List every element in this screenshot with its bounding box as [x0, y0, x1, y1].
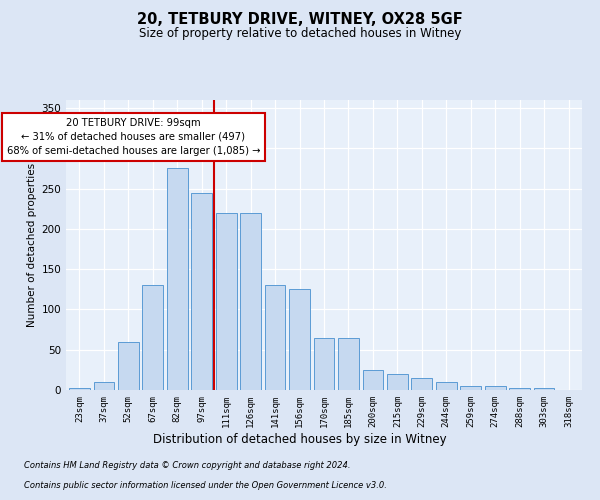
- Bar: [167, 168, 188, 390]
- Bar: [338, 338, 359, 390]
- Bar: [69, 388, 90, 390]
- Bar: [436, 382, 457, 390]
- Text: Size of property relative to detached houses in Witney: Size of property relative to detached ho…: [139, 28, 461, 40]
- Bar: [485, 386, 506, 390]
- Bar: [509, 388, 530, 390]
- Bar: [534, 388, 554, 390]
- Bar: [191, 192, 212, 390]
- Text: 20 TETBURY DRIVE: 99sqm
← 31% of detached houses are smaller (497)
68% of semi-d: 20 TETBURY DRIVE: 99sqm ← 31% of detache…: [7, 118, 260, 156]
- Bar: [362, 370, 383, 390]
- Text: 20, TETBURY DRIVE, WITNEY, OX28 5GF: 20, TETBURY DRIVE, WITNEY, OX28 5GF: [137, 12, 463, 28]
- Bar: [118, 342, 139, 390]
- Bar: [94, 382, 114, 390]
- Bar: [412, 378, 432, 390]
- Text: Distribution of detached houses by size in Witney: Distribution of detached houses by size …: [153, 432, 447, 446]
- Bar: [142, 286, 163, 390]
- Bar: [265, 286, 286, 390]
- Bar: [240, 213, 261, 390]
- Bar: [387, 374, 408, 390]
- Bar: [289, 290, 310, 390]
- Bar: [314, 338, 334, 390]
- Bar: [216, 213, 236, 390]
- Text: Contains public sector information licensed under the Open Government Licence v3: Contains public sector information licen…: [24, 481, 387, 490]
- Text: Contains HM Land Registry data © Crown copyright and database right 2024.: Contains HM Land Registry data © Crown c…: [24, 461, 350, 470]
- Y-axis label: Number of detached properties: Number of detached properties: [27, 163, 37, 327]
- Bar: [460, 386, 481, 390]
